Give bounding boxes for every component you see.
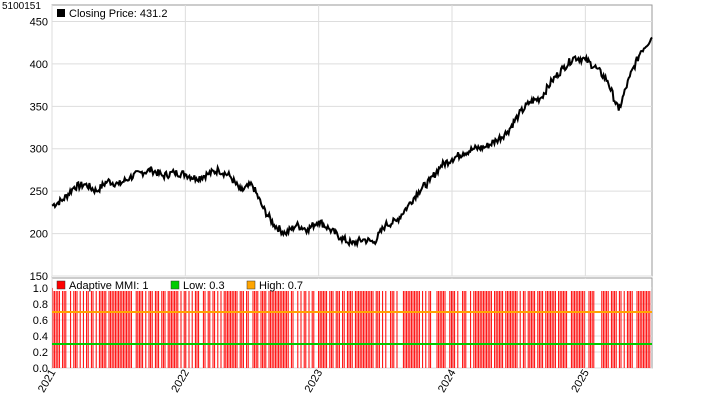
price-y-tick-label: 250 [30, 186, 48, 198]
price-y-tick-label: 300 [30, 144, 48, 156]
indicator-y-tick-label: 0.2 [33, 347, 48, 359]
price-y-tick-label: 200 [30, 229, 48, 241]
indicator-y-tick-label: 1.0 [33, 283, 48, 295]
closing-price-legend-label: Closing Price: 431.2 [69, 8, 167, 20]
x-tick-label: 2025 [569, 368, 592, 395]
chart-id-label: 5100151 [2, 1, 41, 12]
indicator-y-tick-label: 0.0 [33, 363, 48, 375]
price-panel-frame [51, 4, 653, 277]
adaptive-mmi-legend-swatch [56, 280, 66, 290]
closing-price-line [51, 36, 653, 249]
low-legend-label: Low: 0.3 [183, 280, 225, 292]
price-y-tick-label: 450 [30, 16, 48, 28]
adaptive-mmi-legend-label: Adaptive MMI: 1 [69, 280, 148, 292]
indicator-y-tick-label: 0.6 [33, 315, 48, 327]
high-legend-swatch [246, 280, 256, 290]
x-tick-label: 2022 [169, 368, 192, 395]
low-legend-swatch [170, 280, 180, 290]
indicator-legend-band [53, 279, 651, 291]
x-tick-label: 2023 [303, 368, 326, 395]
indicator-y-tick-label: 0.8 [33, 299, 48, 311]
high-legend-label: High: 0.7 [259, 280, 303, 292]
price-y-tick-label: 350 [30, 101, 48, 113]
price-y-tick-label: 400 [30, 59, 48, 71]
indicator-y-tick-label: 0.4 [33, 331, 48, 343]
closing-price-legend-swatch [57, 9, 65, 17]
price-y-tick-label: 150 [30, 271, 48, 283]
x-tick-label: 2024 [436, 368, 459, 395]
